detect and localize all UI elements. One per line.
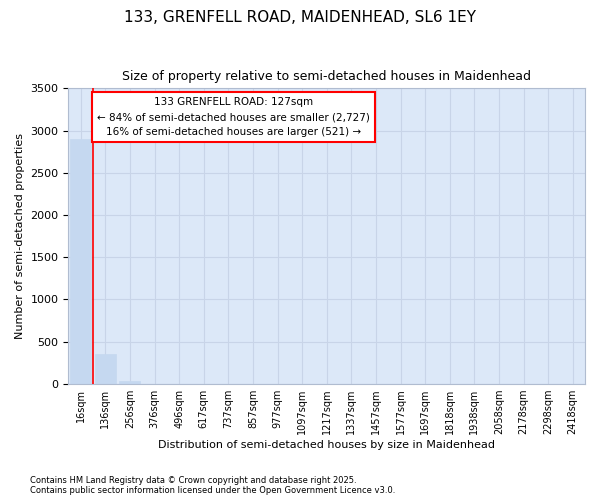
Text: Contains HM Land Registry data © Crown copyright and database right 2025.
Contai: Contains HM Land Registry data © Crown c…: [30, 476, 395, 495]
Text: 133, GRENFELL ROAD, MAIDENHEAD, SL6 1EY: 133, GRENFELL ROAD, MAIDENHEAD, SL6 1EY: [124, 10, 476, 25]
Title: Size of property relative to semi-detached houses in Maidenhead: Size of property relative to semi-detach…: [122, 70, 531, 83]
Bar: [119, 382, 140, 384]
Bar: [70, 139, 91, 384]
X-axis label: Distribution of semi-detached houses by size in Maidenhead: Distribution of semi-detached houses by …: [158, 440, 495, 450]
Bar: [95, 354, 116, 384]
Text: 133 GRENFELL ROAD: 127sqm
← 84% of semi-detached houses are smaller (2,727)
16% : 133 GRENFELL ROAD: 127sqm ← 84% of semi-…: [97, 97, 370, 137]
Y-axis label: Number of semi-detached properties: Number of semi-detached properties: [15, 133, 25, 339]
